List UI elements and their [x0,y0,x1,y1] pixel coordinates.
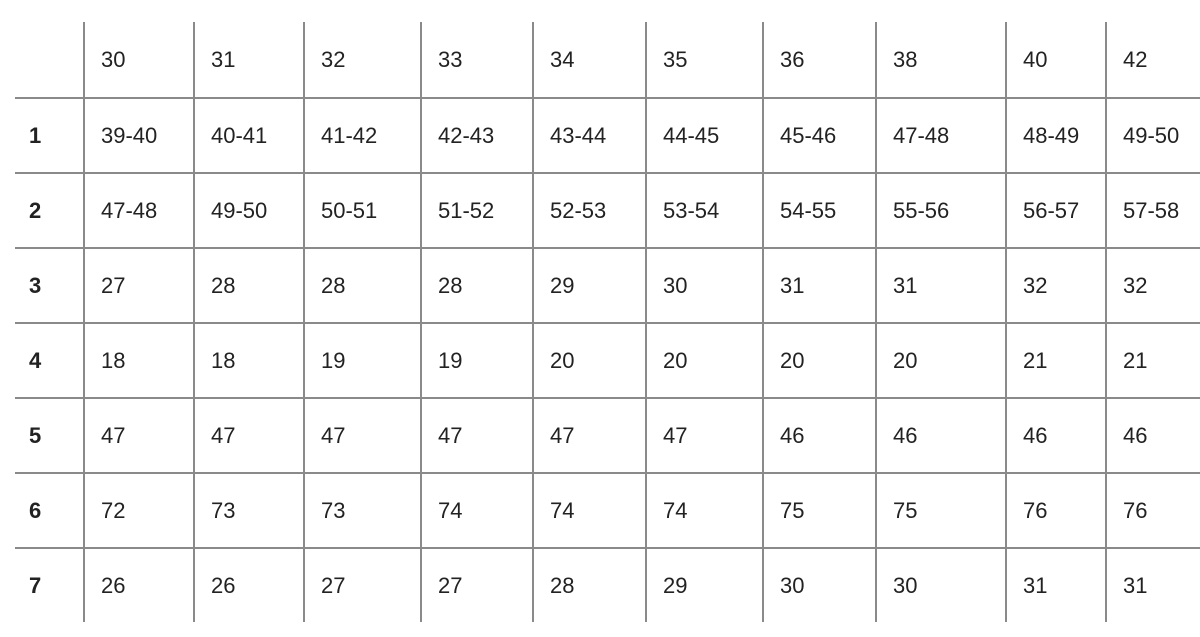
table-cell: 32 [1005,247,1105,322]
table-cell: 26 [193,547,303,622]
table-cell: 31 [1005,547,1105,622]
table-cell: 46 [1005,397,1105,472]
table-cell: 51-52 [420,172,532,247]
table-cell: 72 [83,472,193,547]
row-label: 2 [15,172,83,247]
header-cell [15,22,83,97]
table-cell: 40-41 [193,97,303,172]
header-cell: 34 [532,22,645,97]
table-cell: 54-55 [762,172,875,247]
table-cell: 29 [532,247,645,322]
table-cell: 56-57 [1005,172,1105,247]
table-cell: 46 [1105,397,1200,472]
table-cell: 43-44 [532,97,645,172]
table-cell: 57-58 [1105,172,1200,247]
table-cell: 39-40 [83,97,193,172]
header-cell: 38 [875,22,1005,97]
header-cell: 36 [762,22,875,97]
row-label: 4 [15,322,83,397]
table-cell: 74 [532,472,645,547]
table-cell: 75 [762,472,875,547]
table-cell: 55-56 [875,172,1005,247]
table-cell: 42-43 [420,97,532,172]
table-cell: 30 [762,547,875,622]
table-cell: 47 [645,397,762,472]
row-label: 6 [15,472,83,547]
table-cell: 28 [532,547,645,622]
table-cell: 47 [420,397,532,472]
table-cell: 49-50 [193,172,303,247]
table-cell: 30 [645,247,762,322]
table-cell: 18 [193,322,303,397]
table-cell: 47-48 [875,97,1005,172]
table-cell: 20 [762,322,875,397]
table-cell: 20 [645,322,762,397]
table-cell: 19 [420,322,532,397]
table-cell: 28 [303,247,420,322]
table-cell: 44-45 [645,97,762,172]
table-cell: 47 [532,397,645,472]
table-cell: 73 [193,472,303,547]
table-cell: 50-51 [303,172,420,247]
table-cell: 28 [193,247,303,322]
table-cell: 76 [1105,472,1200,547]
table-cell: 52-53 [532,172,645,247]
header-cell: 30 [83,22,193,97]
table-cell: 47 [303,397,420,472]
table-cell: 45-46 [762,97,875,172]
table-cell: 19 [303,322,420,397]
header-cell: 31 [193,22,303,97]
row-label: 7 [15,547,83,622]
header-cell: 42 [1105,22,1200,97]
table-cell: 41-42 [303,97,420,172]
table-cell: 47 [83,397,193,472]
table-cell: 31 [762,247,875,322]
header-cell: 35 [645,22,762,97]
header-cell: 32 [303,22,420,97]
table-cell: 27 [420,547,532,622]
size-table: 30 31 32 33 34 35 36 38 40 42 1 39-40 40-41 41-42 42-4… [15,22,1200,622]
table-cell: 53-54 [645,172,762,247]
header-cell: 40 [1005,22,1105,97]
table-cell: 26 [83,547,193,622]
table-cell: 76 [1005,472,1105,547]
table-cell: 30 [875,547,1005,622]
table-cell: 31 [875,247,1005,322]
table-cell: 46 [875,397,1005,472]
table-cell: 47-48 [83,172,193,247]
table-cell: 31 [1105,547,1200,622]
table-cell: 74 [420,472,532,547]
table-cell: 21 [1005,322,1105,397]
table-cell: 46 [762,397,875,472]
table-cell: 20 [875,322,1005,397]
table-cell: 27 [303,547,420,622]
table-cell: 18 [83,322,193,397]
table-cell: 20 [532,322,645,397]
table-cell: 21 [1105,322,1200,397]
table-cell: 28 [420,247,532,322]
table-cell: 32 [1105,247,1200,322]
header-cell: 33 [420,22,532,97]
table-cell: 49-50 [1105,97,1200,172]
table-cell: 73 [303,472,420,547]
table-cell: 75 [875,472,1005,547]
table-cell: 47 [193,397,303,472]
table-cell: 29 [645,547,762,622]
table-cell: 48-49 [1005,97,1105,172]
row-label: 3 [15,247,83,322]
table-cell: 74 [645,472,762,547]
row-label: 5 [15,397,83,472]
row-label: 1 [15,97,83,172]
table-cell: 27 [83,247,193,322]
